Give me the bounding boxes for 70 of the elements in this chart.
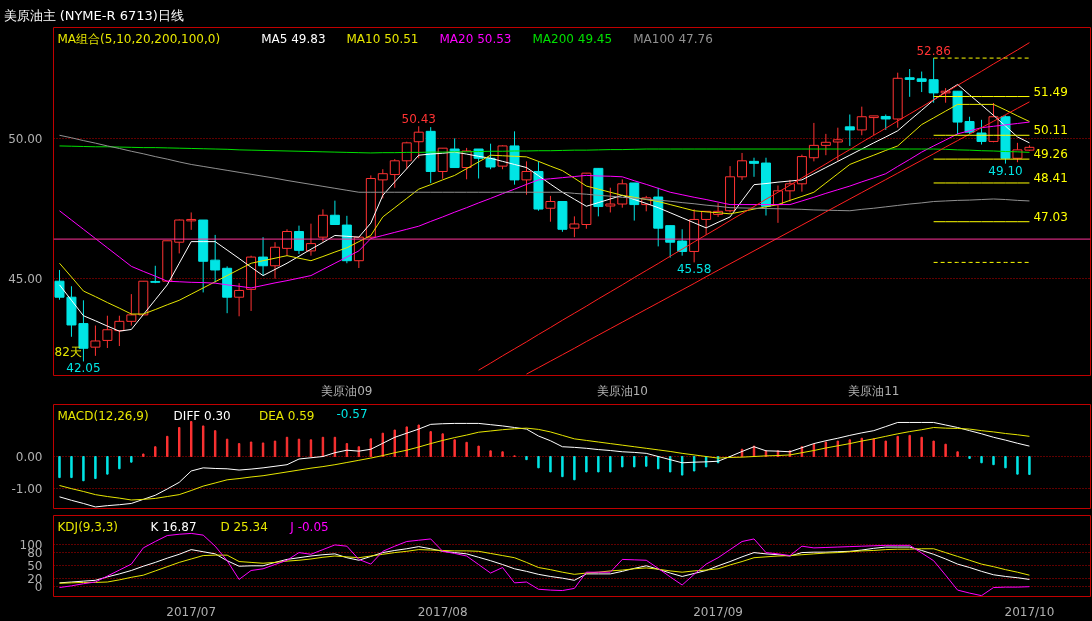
candlestick: [389, 158, 400, 189]
candlestick: [293, 225, 304, 255]
chart-title: 美原油主 (NYME-R 6713)日线: [3, 7, 184, 23]
y-tick-label: -1.00: [11, 481, 43, 496]
candlestick: [174, 218, 185, 254]
text: MA100 47.76: [633, 31, 713, 46]
line-series: [58, 134, 1030, 212]
annotation: 50.43: [401, 112, 436, 127]
candlestick: [329, 200, 340, 226]
x-tick-label: 2017/08: [417, 604, 468, 619]
candlestick: [868, 115, 879, 136]
text: MA10 50.51: [346, 31, 419, 46]
annotation: 52.86: [916, 44, 951, 59]
annotation: 49.10: [988, 163, 1023, 178]
data-label: 51.49: [1033, 84, 1068, 99]
y-tick-label: 50.00: [8, 131, 43, 146]
text: MA200 49.45: [532, 31, 613, 46]
candlestick: [258, 236, 269, 277]
annotation: 45.58: [676, 262, 712, 277]
x-tick-label: 2017/09: [693, 604, 744, 619]
candlestick: [270, 241, 281, 280]
data-label: 48.41: [1033, 170, 1068, 185]
series-label: K 16.87: [150, 519, 197, 534]
candlestick: [90, 325, 101, 357]
candlestick: [234, 282, 245, 317]
legend-title: KDJ(9,3,3): [57, 519, 119, 534]
candlestick: [54, 269, 65, 301]
line-series: [526, 101, 1030, 375]
x-tick-label: 2017/10: [1004, 604, 1055, 619]
legend-title: MACD(12,26,9): [57, 408, 149, 423]
candlestick: [413, 125, 424, 159]
candlestick: [976, 119, 987, 146]
candlestick: [904, 68, 915, 98]
candlestick: [856, 106, 867, 136]
candlestick: [737, 152, 748, 181]
text: DEA 0.59: [258, 408, 315, 423]
candlestick: [832, 127, 843, 162]
annotation: 82天: [54, 344, 82, 359]
legend-title: MA组合(5,10,20,200,100,0): [57, 31, 221, 46]
candlestick: [449, 137, 460, 169]
text: DIFF 0.30: [173, 408, 231, 423]
x-tick-label: 美原油10: [596, 383, 648, 398]
x-tick-label: 美原油11: [848, 383, 900, 398]
series-label: -0.57: [336, 406, 368, 421]
data-label: 49.26: [1033, 147, 1068, 162]
data-label: 47.03: [1033, 209, 1068, 224]
candlestick: [665, 225, 676, 259]
line-series: [58, 121, 1030, 289]
candlestick: [605, 187, 616, 213]
series-label: J -0.05: [289, 519, 329, 534]
candlestick: [749, 157, 759, 178]
annotation: 42.05: [66, 361, 101, 376]
series-label: D 25.34: [220, 519, 268, 534]
line-series: [58, 532, 1030, 597]
candlestick: [485, 143, 496, 170]
candlestick: [210, 234, 221, 283]
y-tick-label: 50: [27, 558, 43, 573]
text: MA20 50.53: [439, 31, 512, 46]
y-tick-label: 45.00: [8, 272, 43, 287]
text: MA5 49.83: [261, 31, 326, 46]
candlestick: [521, 160, 532, 196]
x-tick-label: 美原油09: [321, 383, 373, 398]
y-tick-label: 0.00: [15, 450, 43, 464]
candlestick: [317, 208, 328, 243]
candlestick: [545, 195, 556, 223]
x-tick-label: 2017/07: [166, 604, 217, 619]
candlestick: [820, 133, 831, 156]
data-label: 50.11: [1033, 123, 1068, 138]
line-series: [478, 42, 1030, 371]
candlestick: [844, 114, 855, 147]
